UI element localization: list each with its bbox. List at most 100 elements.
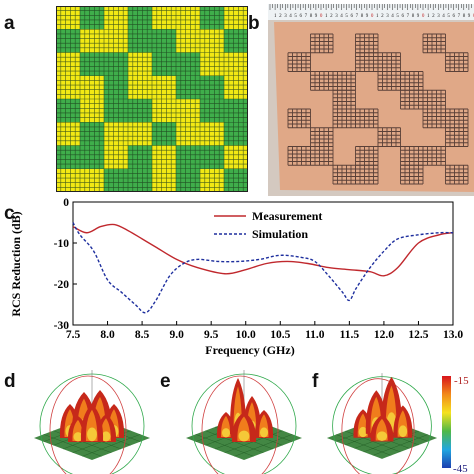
scattering-pattern-e — [186, 370, 302, 474]
metasurface-border — [56, 6, 248, 192]
mesh-cell — [355, 108, 379, 129]
legend-label-simulation: Simulation — [252, 227, 308, 241]
metasurface-tile — [224, 29, 248, 53]
metasurface-tile — [56, 122, 81, 146]
metasurface-tile — [200, 99, 225, 123]
ruler-digit: 0 — [422, 14, 425, 19]
mesh-cell — [355, 146, 379, 166]
metasurface-tile — [224, 52, 248, 77]
metasurface-tile — [176, 122, 201, 146]
metasurface-tile — [176, 6, 201, 30]
metasurface-tile — [104, 122, 129, 146]
ruler-digit: 1 — [427, 14, 430, 19]
metasurface-tile — [224, 99, 248, 123]
metasurface-tile — [152, 122, 177, 146]
metasurface-tile — [56, 168, 81, 192]
ruler-digit: 8 — [412, 14, 415, 19]
metasurface-tile — [176, 145, 201, 170]
panel-label-d: d — [4, 371, 16, 392]
colorbar-top-label: -15 — [454, 375, 469, 387]
fabricated-sample-photo: 1234567890123456789012345678901234567890 — [268, 4, 474, 196]
mesh-cell — [445, 108, 469, 129]
metasurface-tile — [56, 6, 81, 30]
scattering-lobe-core — [87, 427, 97, 442]
x-tick-label: 7.5 — [66, 329, 81, 341]
mesh-cell — [355, 33, 379, 54]
metasurface-tile — [224, 75, 248, 100]
ruler-digit: 4 — [391, 14, 394, 19]
ruler-digit: 3 — [335, 14, 338, 19]
metasurface-tile — [152, 52, 177, 77]
mesh-cell — [377, 52, 401, 72]
scattering-pattern-d — [34, 370, 150, 474]
metasurface-tile — [80, 168, 105, 192]
rcs-reduction-chart: RCS Reduction (dB) Frequency (GHz) 7.5 8.… — [9, 197, 463, 357]
metasurface-tile — [56, 99, 81, 123]
mesh-cell — [332, 71, 356, 91]
mesh-cell — [445, 52, 469, 72]
ruler-digit: 8 — [463, 14, 466, 19]
metasurface-tile — [224, 122, 248, 146]
metasurface-tile — [128, 75, 153, 100]
mesh-cell — [422, 33, 446, 54]
ruler-digit: 5 — [396, 14, 399, 19]
mesh-cell — [310, 146, 334, 166]
mesh-cell — [310, 33, 334, 54]
ruler-digit: 4 — [289, 14, 292, 19]
metasurface-tile — [200, 145, 225, 170]
mesh-cell — [422, 146, 446, 166]
colorbar: -15 -45 — [442, 375, 469, 474]
ruler-digit: 0 — [473, 14, 474, 19]
metasurface-grid — [56, 6, 248, 192]
mesh-cell — [445, 164, 469, 185]
ruler-digit: 2 — [381, 14, 384, 19]
ruler-digit: 9 — [417, 14, 420, 19]
panel-label-f: f — [312, 371, 319, 392]
ruler-digit: 1 — [325, 14, 328, 19]
colorbar-gradient — [442, 376, 451, 468]
x-tick-label: 10.5 — [270, 329, 290, 341]
x-axis-label: Frequency (GHz) — [205, 343, 294, 357]
metasurface-tile — [56, 75, 81, 100]
metasurface-tile — [80, 75, 105, 100]
y-tick-label: -30 — [54, 320, 70, 332]
ruler-digit: 2 — [279, 14, 282, 19]
ruler-digit: 0 — [371, 14, 374, 19]
metasurface-tile — [80, 145, 105, 170]
scattering-lobe-core — [358, 426, 368, 438]
ruler-digit: 1 — [274, 14, 277, 19]
metasurface-tile — [80, 122, 105, 146]
mesh-cell — [445, 127, 469, 147]
ruler-digit: 6 — [351, 14, 354, 19]
panel-label-e: e — [160, 371, 171, 392]
metasurface-tile — [80, 99, 105, 123]
metasurface-tile — [224, 6, 248, 30]
x-tick-label: 9.0 — [169, 329, 184, 341]
metasurface-tile — [56, 29, 81, 53]
mesh-cell — [287, 52, 311, 72]
x-tick-label: 8.0 — [100, 329, 115, 341]
ruler-digit: 7 — [407, 14, 410, 19]
metasurface-tile — [80, 52, 105, 77]
ruler-digit: 4 — [340, 14, 343, 19]
scattering-lobe-core — [221, 428, 231, 438]
ruler-digit: 6 — [300, 14, 303, 19]
metasurface-layout-image — [56, 6, 248, 192]
x-tick-label: 11.5 — [340, 329, 360, 341]
mesh-cell — [422, 89, 446, 110]
mesh-cell — [310, 127, 334, 147]
x-tick-label: 12.0 — [374, 329, 394, 341]
ruler-digit: 2 — [432, 14, 435, 19]
metasurface-tile — [128, 99, 153, 123]
legend-label-measurement: Measurement — [252, 209, 322, 223]
metasurface-tile — [128, 145, 153, 170]
metasurface-tile — [176, 29, 201, 53]
x-tick-label: 10.0 — [236, 329, 256, 341]
series-line-measurement — [72, 223, 454, 277]
metasurface-tile — [56, 145, 81, 170]
metasurface-tile — [80, 6, 105, 30]
ruler-digit: 7 — [458, 14, 461, 19]
metasurface-tile — [152, 75, 177, 100]
orbit-circle-red — [341, 378, 415, 474]
